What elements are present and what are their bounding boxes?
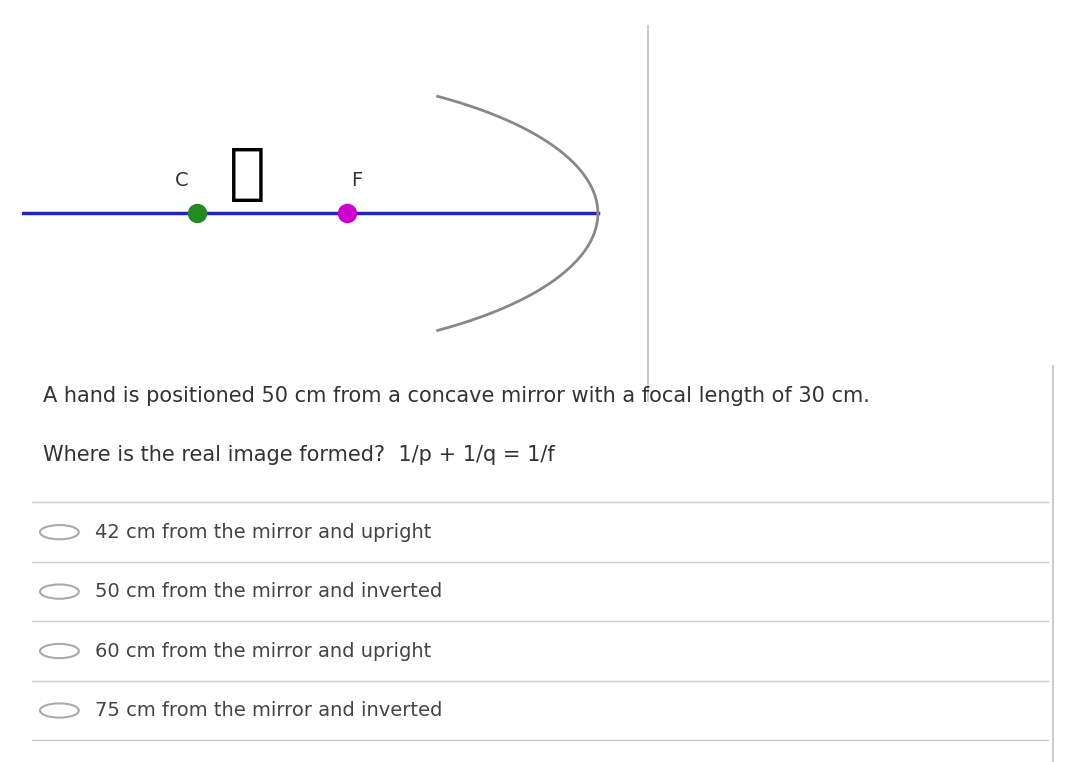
Text: 60 cm from the mirror and upright: 60 cm from the mirror and upright <box>95 642 431 661</box>
Text: A hand is positioned 50 cm from a concave mirror with a focal length of 30 cm.: A hand is positioned 50 cm from a concav… <box>43 386 870 405</box>
Text: Where is the real image formed?  1/p + 1/q = 1/f: Where is the real image formed? 1/p + 1/… <box>43 445 555 465</box>
Text: 42 cm from the mirror and upright: 42 cm from the mirror and upright <box>95 523 431 542</box>
Text: 50 cm from the mirror and inverted: 50 cm from the mirror and inverted <box>95 582 443 601</box>
Text: 🤚: 🤚 <box>229 145 266 204</box>
Text: F: F <box>351 171 363 190</box>
Text: 75 cm from the mirror and inverted: 75 cm from the mirror and inverted <box>95 701 443 720</box>
Text: C: C <box>175 171 188 190</box>
